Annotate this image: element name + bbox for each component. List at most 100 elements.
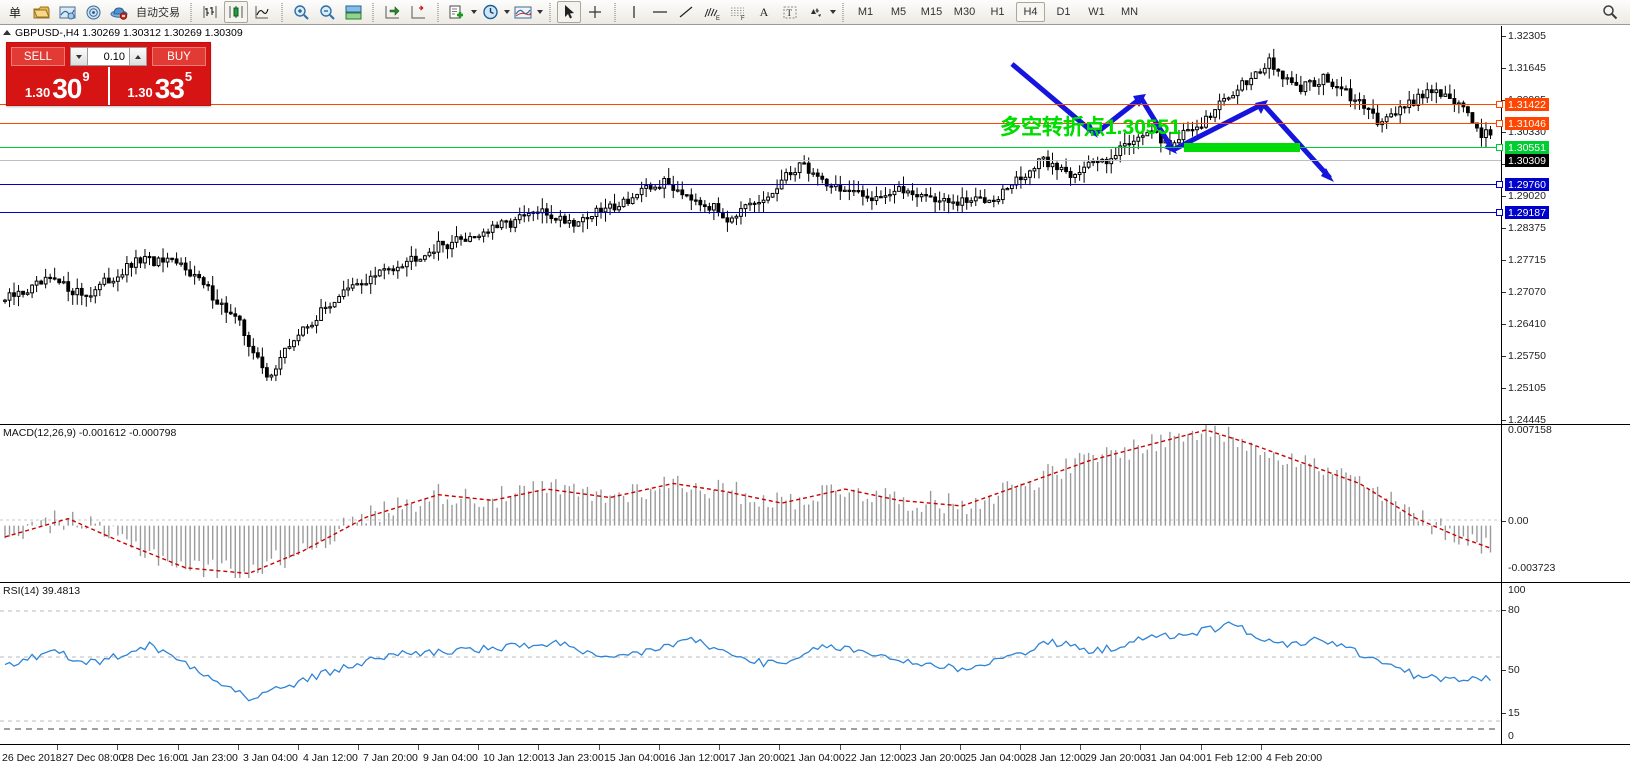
add-indicator-icon[interactable] [445, 1, 469, 23]
timeframe-d1[interactable]: D1 [1056, 6, 1071, 18]
fibonacci-icon[interactable]: F [726, 1, 750, 23]
timeframe-m5[interactable]: M5 [890, 6, 907, 18]
folder-icon[interactable] [29, 1, 53, 23]
scroll-dot [213, 728, 219, 730]
zoom-in-icon[interactable] [289, 1, 313, 23]
text-label-icon[interactable]: T [778, 1, 802, 23]
new-order-icon[interactable]: 单 [8, 5, 21, 20]
level-handle-support-2[interactable] [1496, 209, 1503, 216]
elliott-wave-icon[interactable]: E [700, 1, 724, 23]
scroll-dot [202, 728, 208, 730]
scroll-dot [950, 728, 956, 730]
timeframe-m30[interactable]: M30 [953, 6, 976, 18]
level-handle-resistance-1[interactable] [1496, 101, 1503, 108]
time-axis-tick [1140, 745, 1141, 750]
sell-button[interactable]: SELL [11, 47, 65, 66]
bar-chart-icon[interactable] [198, 1, 222, 23]
expert-advisor-icon[interactable] [107, 1, 131, 23]
scroll-dot [400, 728, 406, 730]
timeframe-h4[interactable]: H4 [1016, 2, 1045, 22]
time-axis-label: 15 Jan 04:00 [604, 752, 665, 764]
scroll-dot [917, 728, 923, 730]
level-line-bid-price[interactable] [0, 160, 1501, 161]
level-handle-support-1[interactable] [1496, 181, 1503, 188]
time-axis-tick [599, 745, 600, 750]
trendline-icon[interactable] [674, 1, 698, 23]
level-line-pivot[interactable] [0, 147, 1501, 148]
price-tag-bid-price: 1.30309 [1505, 154, 1549, 167]
data-window-icon[interactable] [55, 1, 79, 23]
scroll-dot [290, 728, 296, 730]
autotrading-label[interactable]: 自动交易 [136, 7, 180, 19]
horizontal-line-icon[interactable] [648, 1, 672, 23]
scroll-dot [268, 728, 274, 730]
volume-input[interactable]: 0.10 [88, 47, 129, 66]
sell-price[interactable]: 1.30 30 9 [7, 67, 108, 105]
volume-decrease-button[interactable] [70, 47, 88, 66]
chart-scroll-dots[interactable] [0, 726, 1501, 732]
objects-dropdown-caret[interactable] [830, 10, 836, 14]
scroll-dot [389, 728, 395, 730]
scroll-dot [664, 728, 670, 730]
timeframe-w1[interactable]: W1 [1088, 6, 1105, 18]
crosshair-icon[interactable] [583, 1, 607, 23]
scroll-dot [697, 728, 703, 730]
level-line-resistance-1[interactable] [0, 104, 1501, 105]
zoom-out-icon[interactable] [315, 1, 339, 23]
oct-controls: SELL 0.10 BUY [7, 43, 210, 67]
scroll-dot [1478, 728, 1484, 730]
chart-shift-icon[interactable] [380, 1, 404, 23]
text-icon[interactable]: A [759, 4, 769, 19]
objects-icon[interactable] [804, 1, 828, 23]
volume-increase-button[interactable] [129, 47, 147, 66]
buy-price[interactable]: 1.30 33 5 [107, 67, 211, 105]
scroll-dot [543, 728, 549, 730]
buy-button[interactable]: BUY [152, 47, 206, 66]
templates-icon[interactable] [511, 1, 535, 23]
line-chart-icon[interactable] [250, 1, 274, 23]
scroll-dot [477, 728, 483, 730]
time-axis-tick [478, 745, 479, 750]
volume-stepper[interactable]: 0.10 [70, 47, 147, 66]
scroll-dot [279, 728, 285, 730]
macd-panel[interactable] [0, 424, 1630, 578]
vertical-line-icon[interactable] [622, 1, 646, 23]
timeframe-m1[interactable]: M1 [857, 6, 874, 18]
period-clock-icon[interactable] [478, 1, 502, 23]
scroll-dot [939, 728, 945, 730]
price-axis-tick: 1.27715 [1502, 254, 1546, 266]
auto-scroll-icon[interactable] [406, 1, 430, 23]
scroll-dot [488, 728, 494, 730]
scroll-dot [367, 728, 373, 730]
level-line-support-2[interactable] [0, 212, 1501, 213]
timeframe-mn[interactable]: MN [1120, 6, 1139, 18]
timeframe-h1[interactable]: H1 [990, 6, 1005, 18]
cursor-icon[interactable] [557, 1, 581, 23]
search-icon[interactable] [1598, 1, 1622, 23]
time-axis-tick [840, 745, 841, 750]
time-axis-tick [1261, 745, 1262, 750]
rsi-panel[interactable] [0, 582, 1630, 744]
scroll-dot [1170, 728, 1176, 730]
scroll-dot [609, 728, 615, 730]
scroll-dot [906, 728, 912, 730]
period-dropdown-caret[interactable] [504, 10, 510, 14]
level-handle-resistance-2[interactable] [1496, 120, 1503, 127]
timeframe-m15[interactable]: M15 [920, 6, 943, 18]
time-axis-label: 1 Feb 12:00 [1206, 752, 1263, 764]
signal-icon[interactable] [81, 1, 105, 23]
indicator-dropdown-caret[interactable] [471, 10, 477, 14]
scroll-dot [1313, 728, 1319, 730]
candlestick-chart-icon[interactable] [224, 1, 248, 23]
level-line-resistance-2[interactable] [0, 123, 1501, 124]
templates-dropdown-caret[interactable] [537, 10, 543, 14]
scroll-dot [565, 728, 571, 730]
scroll-dot [356, 728, 362, 730]
level-line-support-1[interactable] [0, 184, 1501, 185]
level-handle-pivot[interactable] [1496, 144, 1503, 151]
collapse-triangle-icon[interactable] [3, 30, 11, 35]
scroll-dot [631, 728, 637, 730]
one-click-trading-panel[interactable]: SELL 0.10 BUY 1.30 30 9 1.30 33 5 [6, 42, 211, 106]
price-chart-panel[interactable] [0, 26, 1630, 422]
tile-windows-icon[interactable] [341, 1, 365, 23]
